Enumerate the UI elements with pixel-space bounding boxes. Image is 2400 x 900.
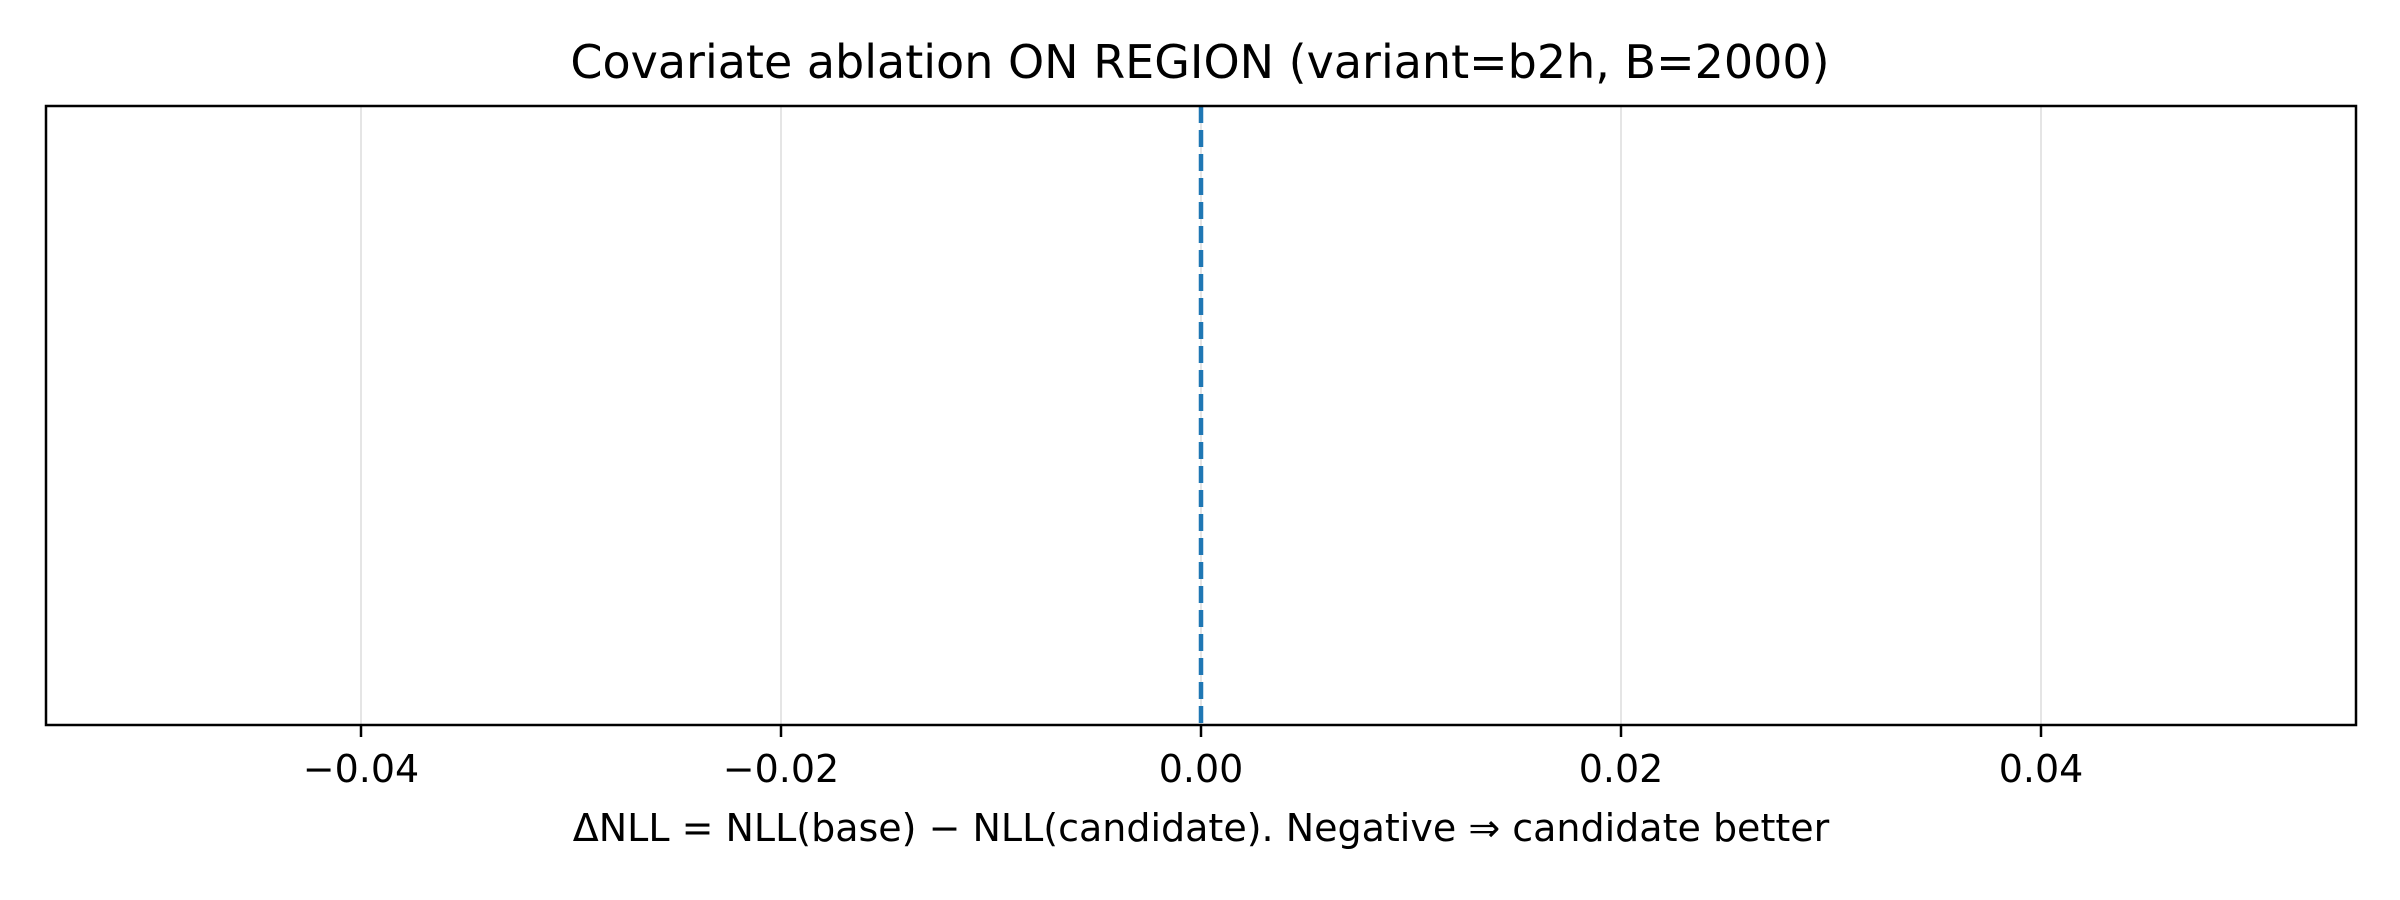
- x-tick-label-neg-0-04: −0.04: [303, 747, 419, 791]
- x-axis-label: ΔNLL = NLL(base) − NLL(candidate). Negat…: [573, 806, 1830, 850]
- chart-title: Covariate ablation ON REGION (variant=b2…: [570, 35, 1829, 89]
- x-axis-ticks: −0.04 −0.02 0.00 0.02 0.04: [303, 725, 2084, 791]
- x-tick-label-0-00: 0.00: [1159, 747, 1244, 791]
- x-tick-label-0-02: 0.02: [1579, 747, 1664, 791]
- x-tick-label-0-04: 0.04: [1999, 747, 2084, 791]
- x-tick-label-neg-0-02: −0.02: [723, 747, 839, 791]
- grid-lines: [360, 106, 2042, 725]
